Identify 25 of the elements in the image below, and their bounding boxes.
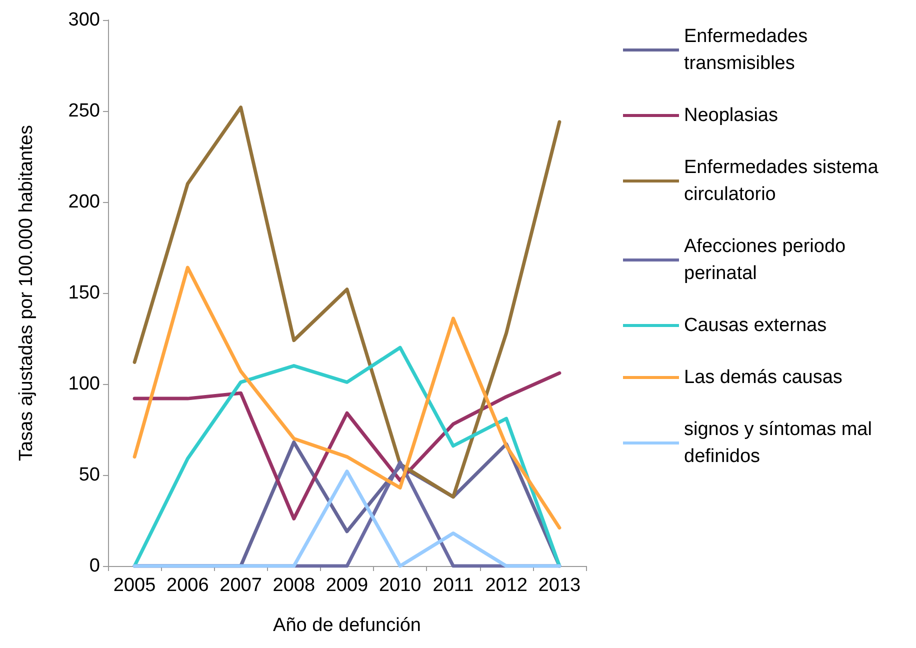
legend-label: Causas externas — [684, 315, 827, 336]
x-axis-title: Año de defunción — [273, 615, 421, 636]
x-tick-label: 2011 — [432, 575, 474, 596]
legend-label: Afecciones periodo perinatal — [684, 236, 851, 284]
x-tick-label: 2010 — [378, 575, 422, 596]
legend-label: Enfermedades sistema circulatorio — [684, 157, 884, 205]
legend-label: Enfermedades transmisibles — [684, 26, 813, 74]
y-tick-label: 50 — [78, 464, 100, 486]
x-tick-label: 2009 — [326, 575, 368, 596]
y-axis-title: Tasas ajustadas por 100.000 habitantes — [16, 125, 37, 461]
x-tick-label: 2005 — [113, 575, 156, 596]
y-tick-label: 250 — [68, 100, 100, 122]
y-tick-label: 300 — [68, 10, 100, 30]
legend-label: Las demás causas — [684, 367, 842, 388]
y-tick-label: 0 — [89, 556, 100, 576]
x-tick-label: 2012 — [485, 575, 528, 596]
y-tick-label: 100 — [68, 374, 100, 394]
legend-label: signos y síntomas mal definidos — [684, 419, 878, 467]
x-tick-label: 2013 — [538, 575, 581, 596]
x-tick-label: 2007 — [220, 575, 262, 596]
x-tick-label: 2008 — [272, 575, 316, 596]
y-tick-label: 150 — [68, 282, 100, 304]
legend-label: Neoplasias — [684, 105, 778, 126]
y-tick-label: 200 — [68, 192, 100, 212]
x-tick-label: 2006 — [166, 575, 209, 596]
